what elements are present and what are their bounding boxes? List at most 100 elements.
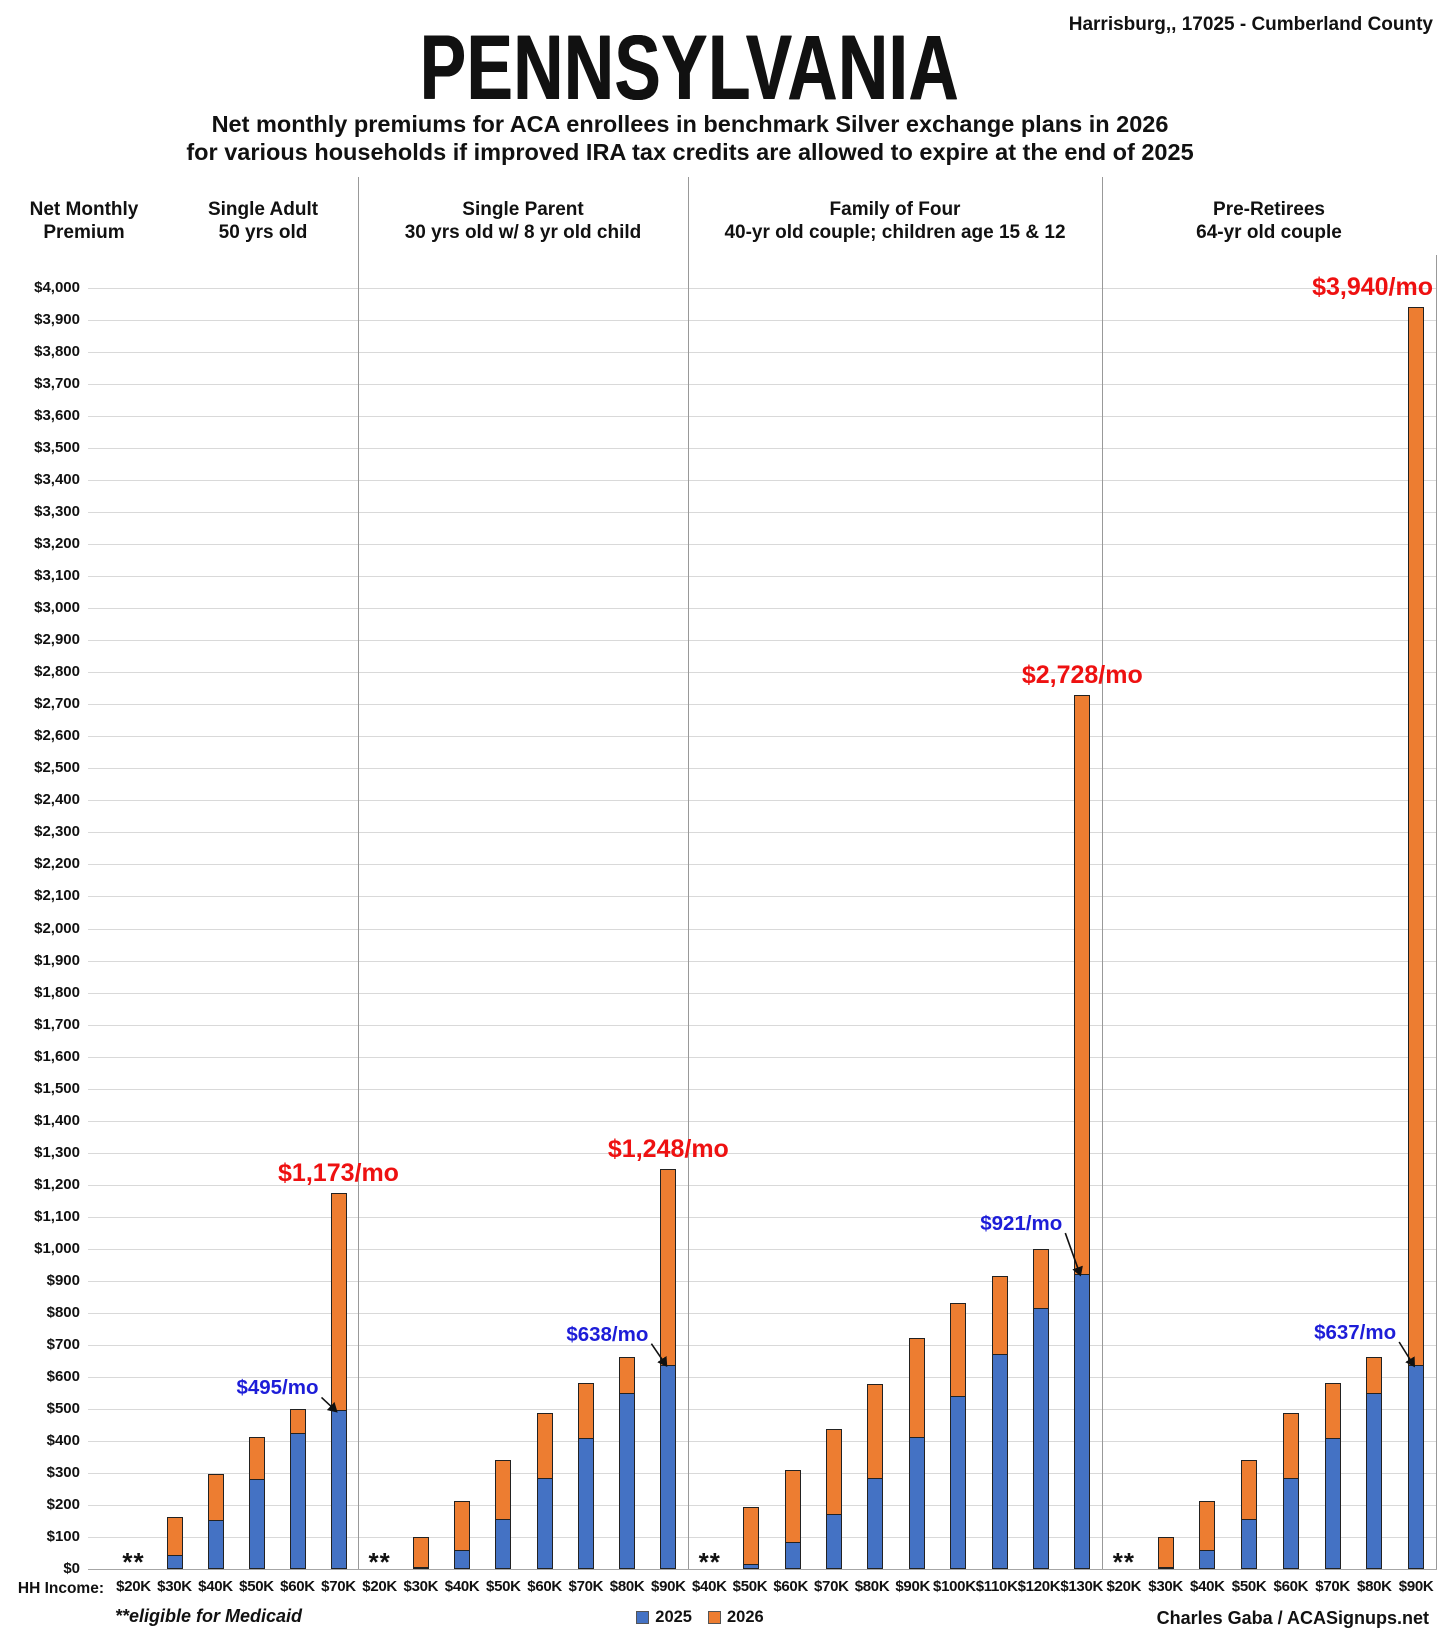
bar-column-$90K bbox=[648, 288, 689, 1569]
gridline-2700 bbox=[88, 704, 1437, 706]
y-axis-tick-label: $2,400 bbox=[34, 791, 80, 809]
x-axis-label: $50K bbox=[486, 1578, 521, 1595]
gridline-3100 bbox=[88, 576, 1437, 578]
bar-2025 bbox=[1282, 1477, 1299, 1569]
annotation-total: $1,173/mo bbox=[278, 1159, 399, 1188]
bar-column-$80K bbox=[607, 288, 648, 1569]
credit: Charles Gaba / ACASignups.net bbox=[1156, 1608, 1429, 1628]
x-axis-label: $100K bbox=[933, 1578, 976, 1595]
y-axis-tick-label: $1,500 bbox=[34, 1079, 80, 1097]
y-axis-title: Net Monthly Premium bbox=[29, 199, 139, 243]
x-axis-label: $60K bbox=[773, 1578, 809, 1595]
x-axis-label: $70K bbox=[568, 1578, 604, 1595]
gridline-2900 bbox=[88, 640, 1437, 642]
bar-2026 bbox=[867, 1384, 884, 1479]
x-axis-label: $80K bbox=[1357, 1578, 1392, 1595]
hh-income-label: HH Income: bbox=[17, 1580, 104, 1597]
group-header-line2: 50 yrs old bbox=[218, 222, 308, 243]
bar-2026 bbox=[166, 1516, 183, 1555]
group-header-1: Single Parent 30 yrs old w/ 8 yr old chil… bbox=[358, 198, 688, 244]
y-axis-tick-label: $1,100 bbox=[34, 1207, 80, 1225]
y-axis-tick-label: $2,600 bbox=[34, 727, 80, 745]
gridline-1600 bbox=[88, 1056, 1437, 1058]
bar-2025 bbox=[1157, 1567, 1174, 1569]
x-axis-label: $130K bbox=[1060, 1578, 1104, 1595]
gridline-800 bbox=[88, 1312, 1437, 1314]
bar-2025 bbox=[330, 1410, 347, 1569]
bar-column-$60K bbox=[1270, 288, 1312, 1569]
bar-2026 bbox=[495, 1459, 512, 1519]
gridline-1900 bbox=[88, 960, 1437, 962]
gridline-3500 bbox=[88, 448, 1437, 450]
bar-2025 bbox=[1408, 1365, 1425, 1569]
bar-2026 bbox=[619, 1356, 636, 1394]
gridline-700 bbox=[88, 1344, 1437, 1346]
bar-2026 bbox=[1408, 307, 1425, 1366]
bar-2025 bbox=[1324, 1437, 1341, 1569]
bar-2025 bbox=[577, 1437, 594, 1569]
y-axis-tick-label: $2,000 bbox=[34, 919, 80, 937]
bar-2026 bbox=[1324, 1383, 1341, 1438]
annotation-callout: $637/mo bbox=[1314, 1321, 1397, 1344]
bar-stack bbox=[577, 1383, 594, 1569]
bar-2026 bbox=[289, 1408, 306, 1434]
bar-stack bbox=[289, 1408, 306, 1569]
gridline-2200 bbox=[88, 864, 1437, 866]
legend-label: 2025 bbox=[655, 1608, 692, 1626]
y-axis-tick-label: $2,800 bbox=[34, 663, 80, 681]
subtitle-line-2: for various households if improved IRA t… bbox=[186, 139, 1194, 165]
bar-2026 bbox=[207, 1473, 224, 1521]
bar-2026 bbox=[1199, 1501, 1216, 1551]
medicaid-marker: ** bbox=[1112, 1547, 1135, 1577]
bar-2025 bbox=[207, 1520, 224, 1569]
bar-stack bbox=[166, 1516, 183, 1569]
x-axis-label: $90K bbox=[1398, 1578, 1434, 1595]
y-axis-tick-label: $1,200 bbox=[34, 1175, 80, 1193]
bar-stack bbox=[619, 1356, 636, 1569]
gridline-1800 bbox=[88, 992, 1437, 994]
gridline-2100 bbox=[88, 896, 1437, 898]
x-label-group-0: $20K $30K $40K $50K $60K $70K bbox=[88, 1578, 359, 1595]
group-divider-3 bbox=[1436, 255, 1437, 1569]
bar-2025 bbox=[166, 1554, 183, 1569]
bar-column-$50K bbox=[236, 288, 277, 1569]
gridline-2000 bbox=[88, 928, 1437, 930]
group-divider-0 bbox=[358, 177, 359, 1569]
bar-column-$70K bbox=[1312, 288, 1354, 1569]
x-axis-label: $20K bbox=[1106, 1578, 1142, 1595]
bar-2026 bbox=[454, 1501, 471, 1551]
subtitle-line-1: Net monthly premiums for ACA enrollees i… bbox=[211, 111, 1169, 137]
x-axis-label: $60K bbox=[527, 1578, 562, 1595]
bar-2025 bbox=[619, 1393, 636, 1569]
bar-column-$90K bbox=[896, 288, 937, 1569]
y-axis-tick-label: $3,600 bbox=[34, 407, 80, 425]
bar-column-$130K bbox=[1062, 288, 1103, 1569]
bar-2025 bbox=[495, 1518, 512, 1569]
plot-area: ** ** ** ** bbox=[88, 288, 1437, 1577]
y-axis-tick-label: $300 bbox=[46, 1463, 80, 1481]
gridline-2500 bbox=[88, 768, 1437, 770]
page-title: PENNSYLVANIA bbox=[420, 17, 960, 119]
x-axis-label: $20K bbox=[116, 1578, 151, 1595]
bar-2026 bbox=[248, 1437, 265, 1480]
bar-2026 bbox=[536, 1413, 553, 1478]
bar-2026 bbox=[330, 1193, 347, 1411]
group-header-line1: Single Adult bbox=[207, 199, 319, 220]
y-axis-tick-label: $3,200 bbox=[34, 535, 80, 553]
gridline-200 bbox=[88, 1504, 1437, 1506]
bar-2025 bbox=[991, 1353, 1008, 1569]
y-axis-tick-label: $1,300 bbox=[34, 1143, 80, 1161]
bar-stack bbox=[908, 1338, 925, 1569]
bar-stack bbox=[1366, 1356, 1383, 1569]
x-axis-label: $110K bbox=[975, 1578, 1018, 1595]
x-axis-label: $50K bbox=[732, 1578, 768, 1595]
bar-column-$40K bbox=[195, 288, 236, 1569]
bar-2026 bbox=[1241, 1459, 1258, 1519]
gridline-400 bbox=[88, 1440, 1437, 1442]
bar-column-$20K: ** bbox=[113, 288, 154, 1577]
x-axis-label: $90K bbox=[651, 1578, 686, 1595]
y-axis-tick-label: $3,800 bbox=[34, 343, 80, 361]
bar-column-$120K bbox=[1020, 288, 1061, 1569]
gridline-3600 bbox=[88, 416, 1437, 418]
